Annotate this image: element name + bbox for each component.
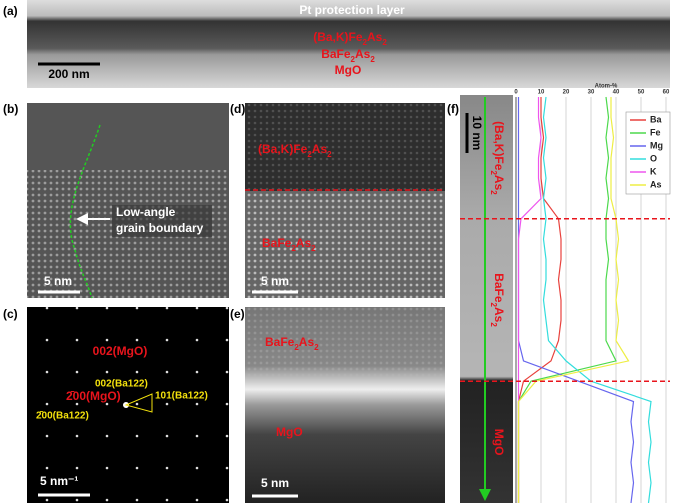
region-label: (Ba,K)Fe2As2 (489, 121, 505, 195)
panel-label: (d) (230, 102, 245, 116)
spot-label: 101(Ba122) (155, 391, 208, 402)
layer-label: MgO (335, 63, 362, 77)
region-label: MgO (492, 429, 506, 456)
panel-label: (e) (230, 307, 245, 321)
layer-label: (Ba,K)Fe2As2 (313, 30, 387, 46)
scale-label: 5 nm⁻¹ (40, 474, 78, 488)
x-tick-label: 10 (538, 90, 545, 96)
layer-label: (Ba,K)Fe2As2 (258, 142, 332, 158)
legend-label: O (650, 153, 657, 163)
spot-label: 002(Ba122) (95, 379, 148, 390)
x-tick-label: 20 (563, 90, 570, 96)
x-tick-label: 60 (663, 90, 670, 96)
legend-label: Ba (650, 114, 662, 124)
legend-box (626, 112, 670, 194)
layer-label: BaFe2As2 (262, 236, 316, 252)
scale-label: 200 nm (48, 67, 89, 81)
legend-label: K (650, 166, 657, 176)
x-tick-label: 50 (638, 90, 645, 96)
spot-label: 2̄00(MgO) (66, 389, 121, 403)
x-tick-label: 40 (613, 90, 620, 96)
x-tick-label: 30 (588, 90, 595, 96)
layer-label: BaFe2As2 (321, 47, 375, 63)
layer-label: BaFe2As2 (265, 335, 319, 351)
panel-label: (b) (3, 102, 18, 116)
figure: (a) Pt protection layer (Ba,K)Fe2As2 BaF… (0, 0, 675, 503)
spot-label: 002(MgO) (93, 344, 148, 358)
scale-label: 10 nm (470, 116, 484, 151)
scale-label: 5 nm (261, 476, 289, 490)
spot-label: 2̄00(Ba122) (36, 411, 89, 422)
legend-label: Fe (650, 127, 661, 137)
legend-label: As (650, 179, 662, 189)
axis-title: Atom-% (595, 84, 618, 90)
layer-label: Pt protection layer (299, 3, 405, 17)
layer-label: MgO (276, 425, 303, 439)
legend-label: Mg (650, 140, 663, 150)
annotation: Low-angle (116, 205, 176, 219)
panel-label: (c) (3, 307, 18, 321)
scale-label: 5 nm (44, 274, 72, 288)
annotation: grain boundary (116, 221, 204, 235)
panel-label: (f) (447, 102, 459, 116)
region-label: BaFe2As2 (489, 273, 505, 327)
panel-label: (a) (3, 4, 18, 18)
scale-label: 5 nm (261, 274, 289, 288)
legend: Ba Fe Mg OK As (626, 112, 670, 194)
x-tick-label: 0 (514, 90, 518, 96)
